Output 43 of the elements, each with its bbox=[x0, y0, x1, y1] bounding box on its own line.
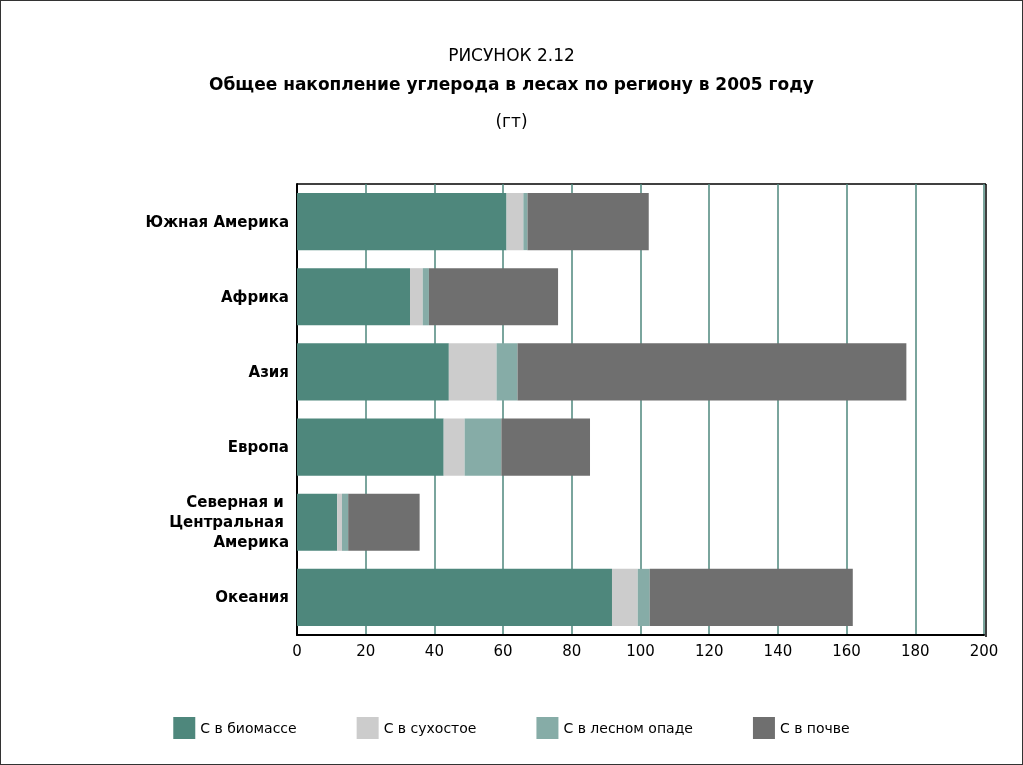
bar bbox=[428, 268, 559, 326]
bar bbox=[348, 493, 420, 551]
bar bbox=[337, 493, 342, 551]
bar bbox=[443, 418, 465, 476]
bar bbox=[637, 568, 650, 626]
y-tick-label: Европа bbox=[227, 438, 289, 457]
bar bbox=[342, 493, 349, 551]
legend-label: С в лесном опаде bbox=[563, 720, 693, 736]
y-tick-label: Океания bbox=[215, 588, 289, 607]
x-tick-label: 160 bbox=[832, 641, 861, 660]
legend-label: С в биомассе bbox=[200, 720, 297, 736]
bar bbox=[649, 568, 853, 626]
bar bbox=[410, 268, 423, 326]
legend-label: С в сухостое bbox=[383, 720, 477, 736]
bar bbox=[527, 193, 649, 251]
y-tick-label: Африка bbox=[220, 287, 289, 306]
bar bbox=[506, 193, 524, 251]
x-tick-label: 20 bbox=[356, 641, 376, 660]
bar bbox=[297, 493, 338, 551]
x-tick-label: 140 bbox=[763, 641, 793, 660]
bar bbox=[448, 343, 497, 401]
chart-title: РИСУНОК 2.12 bbox=[448, 44, 575, 65]
bar bbox=[523, 193, 528, 251]
x-tick-label: 60 bbox=[493, 641, 513, 660]
text: (гт) bbox=[495, 110, 528, 131]
x-tick-label: 200 bbox=[969, 641, 999, 660]
bar bbox=[501, 418, 591, 476]
y-tick-label: Северная и Центральная Америка bbox=[169, 493, 289, 552]
x-tick-label: 40 bbox=[424, 641, 444, 660]
bar bbox=[464, 418, 502, 476]
x-tick-label: 80 bbox=[562, 641, 582, 660]
y-tick-label: Азия bbox=[248, 362, 289, 381]
x-tick-label: 0 bbox=[292, 641, 302, 660]
bar bbox=[517, 343, 907, 401]
chart-subtitle: Общее накопление углерода в лесах по региону в 2005 году bbox=[209, 73, 814, 94]
bar bbox=[422, 268, 429, 326]
x-tick-label: 180 bbox=[900, 641, 930, 660]
bar bbox=[611, 568, 638, 626]
y-tick-label: Южная Америка bbox=[145, 212, 289, 231]
bar bbox=[496, 343, 518, 401]
legend-label: С в почве bbox=[779, 720, 850, 736]
x-tick-label: 120 bbox=[694, 641, 724, 660]
x-tick-label: 100 bbox=[626, 641, 655, 660]
